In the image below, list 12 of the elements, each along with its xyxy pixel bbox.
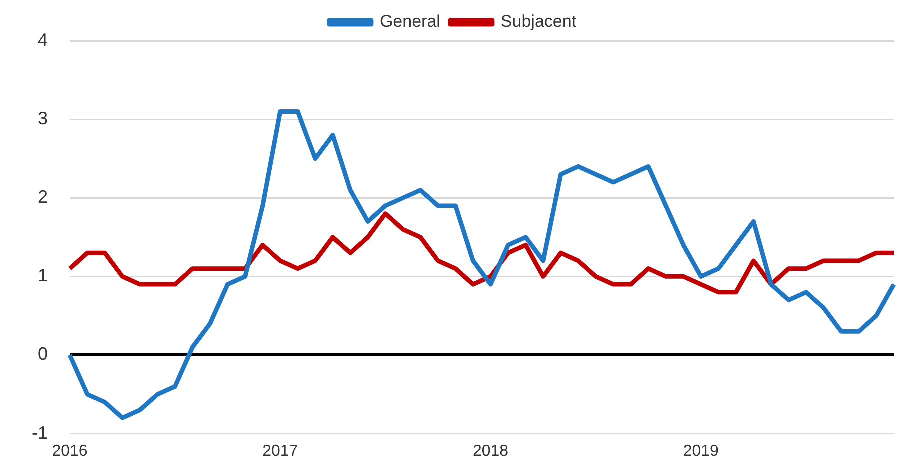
y-tick-label: 3 — [38, 108, 48, 129]
y-tick-label: 0 — [38, 344, 48, 364]
legend-label: Subjacent — [500, 12, 577, 32]
y-tick-label: 4 — [38, 30, 48, 50]
y-tick-label: 2 — [38, 187, 48, 208]
x-tick-label: 2017 — [262, 442, 298, 460]
y-tick-label: 1 — [38, 266, 48, 286]
x-tick-label: 2019 — [683, 442, 720, 460]
x-tick-label: 2018 — [472, 442, 509, 460]
legend-label: General — [380, 12, 440, 32]
x-tick-label: 2016 — [52, 442, 88, 460]
y-tick-label: -1 — [32, 422, 48, 443]
